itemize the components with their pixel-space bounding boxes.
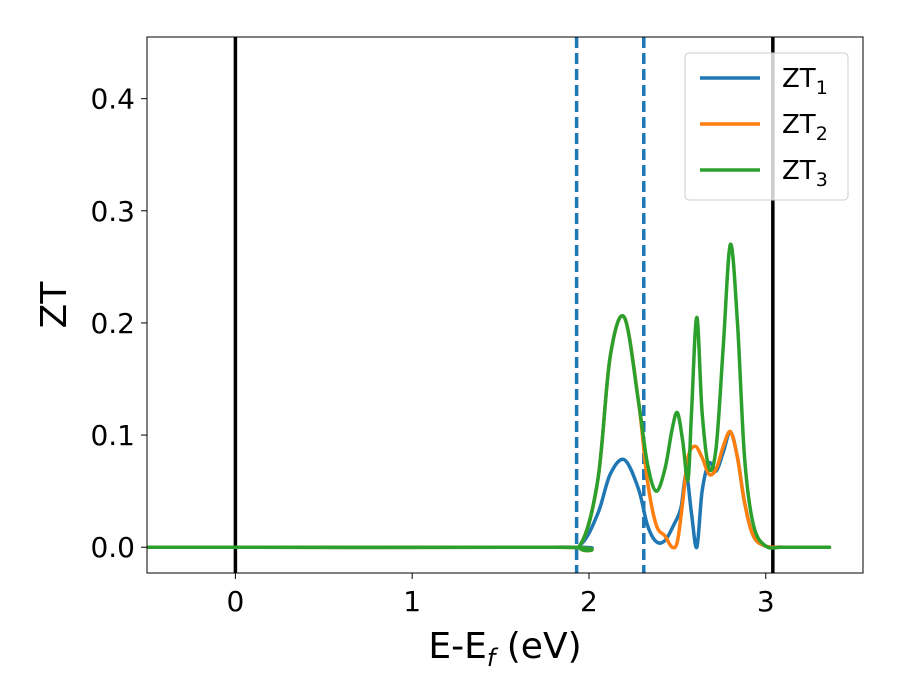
y-tick-label: 0.4 [90, 83, 135, 116]
y-axis-ticks: 0.0 0.1 0.2 0.3 0.4 [90, 83, 147, 564]
x-tick-label: 1 [403, 585, 421, 618]
legend-label: ZT1 [782, 64, 828, 99]
series-layer [147, 242, 832, 553]
y-tick-label: 0.2 [90, 307, 135, 340]
plot-frame [146, 36, 864, 574]
series-line-zt1 [147, 429, 832, 550]
legend-label: ZT3 [782, 156, 828, 191]
legend-label: ZT2 [782, 110, 828, 145]
series-line-zt2 [147, 314, 832, 553]
x-tick-label: 2 [580, 585, 598, 618]
series-line-zt3 [147, 242, 832, 553]
legend-frame [684, 52, 849, 201]
y-tick-label: 0.3 [90, 195, 135, 228]
x-tick-label: 0 [226, 585, 244, 618]
x-tick-label: 3 [757, 585, 775, 618]
y-tick-label: 0.0 [90, 531, 135, 564]
y-tick-label: 0.1 [90, 419, 135, 452]
y-axis-label: ZT [34, 281, 75, 329]
legend: ZT1 ZT2 ZT3 [684, 52, 849, 201]
x-axis-ticks: 0 1 2 3 [226, 573, 775, 618]
x-axis-label: E-Ef (eV) [428, 626, 581, 672]
